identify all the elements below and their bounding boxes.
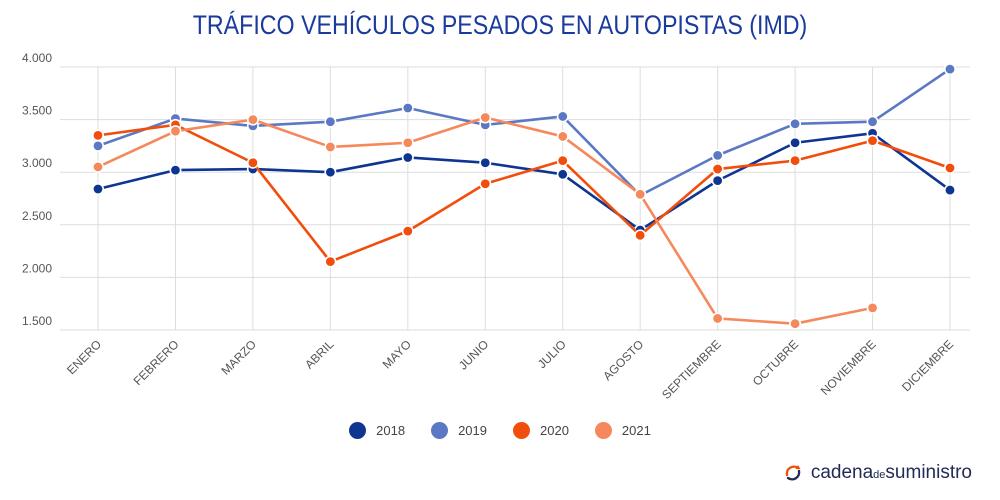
legend-item-2019[interactable]: 2019 (431, 422, 487, 439)
data-point (92, 139, 105, 152)
data-point (401, 102, 414, 115)
y-tick-label: 2.000 (22, 261, 52, 275)
y-tick-label: 3.000 (22, 156, 52, 170)
series-2021 (92, 111, 879, 330)
series-line-2019 (97, 68, 951, 197)
data-point (556, 110, 569, 123)
cadena-logo-icon (785, 465, 801, 481)
x-tick-label: DICIEMBRE (899, 337, 956, 394)
data-point (324, 255, 337, 268)
data-point (711, 174, 724, 187)
data-point (556, 154, 569, 167)
chart-title: TRÁFICO VEHÍCULOS PESADOS EN AUTOPISTAS … (192, 10, 808, 40)
data-point (92, 183, 105, 196)
legend-swatch (594, 422, 612, 439)
legend-swatch (349, 422, 367, 439)
series-2019 (92, 63, 956, 202)
data-point (92, 160, 105, 173)
x-tick-label: ABRIL (302, 337, 337, 372)
legend-swatch (513, 422, 530, 439)
data-point (943, 161, 956, 174)
data-point (92, 129, 105, 142)
legend-label: 2019 (458, 423, 487, 438)
y-tick-label: 3.500 (22, 104, 52, 118)
x-tick-label: JULIO (535, 337, 569, 371)
data-point (479, 156, 492, 169)
y-tick-label: 4.000 (22, 51, 52, 65)
data-point (711, 312, 724, 325)
data-point (943, 184, 956, 197)
series-line-2020 (97, 123, 951, 263)
legend: 2018 2019 2020 2021 (0, 422, 1000, 439)
legend-swatch (431, 422, 449, 439)
x-tick-label: AGOSTO (600, 337, 646, 383)
data-point (401, 225, 414, 238)
legend-item-2020[interactable]: 2020 (513, 422, 569, 439)
data-point (943, 63, 956, 76)
series-2020 (92, 118, 956, 268)
brand-logo: cadenadesuministro (783, 462, 972, 484)
x-axis-ticks: ENERO FEBRERO MARZO ABRIL MAYO JUNIO JULIO AGOS… (64, 337, 956, 402)
legend-label: 2020 (540, 423, 569, 438)
data-point (789, 117, 802, 130)
series-2018 (92, 127, 956, 237)
data-point (479, 177, 492, 190)
x-tick-label: OCTUBRE (750, 337, 801, 388)
y-axis-ticks: 1.500 2.000 2.500 3.000 3.500 4.000 (22, 51, 52, 328)
brand-name-suministro: suministro (885, 462, 972, 483)
series-line-2018 (97, 131, 951, 232)
data-point (711, 163, 724, 176)
data-point (634, 229, 647, 242)
x-tick-label: JUNIO (456, 337, 491, 372)
legend-item-2021[interactable]: 2021 (594, 422, 651, 439)
data-point (324, 140, 337, 153)
data-point (246, 156, 259, 169)
data-point (789, 136, 802, 149)
data-point (789, 154, 802, 167)
legend-label: 2018 (376, 423, 406, 438)
data-point (866, 301, 879, 314)
data-point (634, 188, 647, 201)
series-lines (92, 63, 956, 330)
data-point (401, 136, 414, 149)
x-tick-label: SEPTIEMBRE (659, 337, 724, 402)
grid-lines (60, 66, 970, 331)
data-point (789, 317, 802, 330)
x-tick-label: ENERO (64, 337, 104, 377)
data-point (246, 113, 259, 126)
data-point (556, 130, 569, 143)
data-point (169, 125, 182, 138)
data-point (479, 111, 492, 124)
data-point (556, 168, 569, 181)
x-tick-label: NOVIEMBRE (818, 337, 879, 398)
data-point (866, 134, 879, 147)
brand-name-de: de (873, 469, 886, 481)
x-tick-label: FEBRERO (131, 337, 182, 388)
x-tick-label: MARZO (218, 337, 259, 378)
data-point (711, 149, 724, 162)
brand-name-cadena: cadena (810, 462, 874, 483)
legend-item-2018[interactable]: 2018 (349, 422, 405, 439)
data-point (324, 166, 337, 179)
data-point (401, 151, 414, 164)
y-tick-label: 1.500 (22, 314, 52, 328)
x-tick-label: MAYO (380, 337, 414, 371)
data-point (866, 115, 879, 128)
data-point (169, 164, 182, 177)
legend-label: 2021 (621, 423, 651, 438)
y-tick-label: 2.500 (22, 209, 52, 223)
data-point (324, 115, 337, 128)
